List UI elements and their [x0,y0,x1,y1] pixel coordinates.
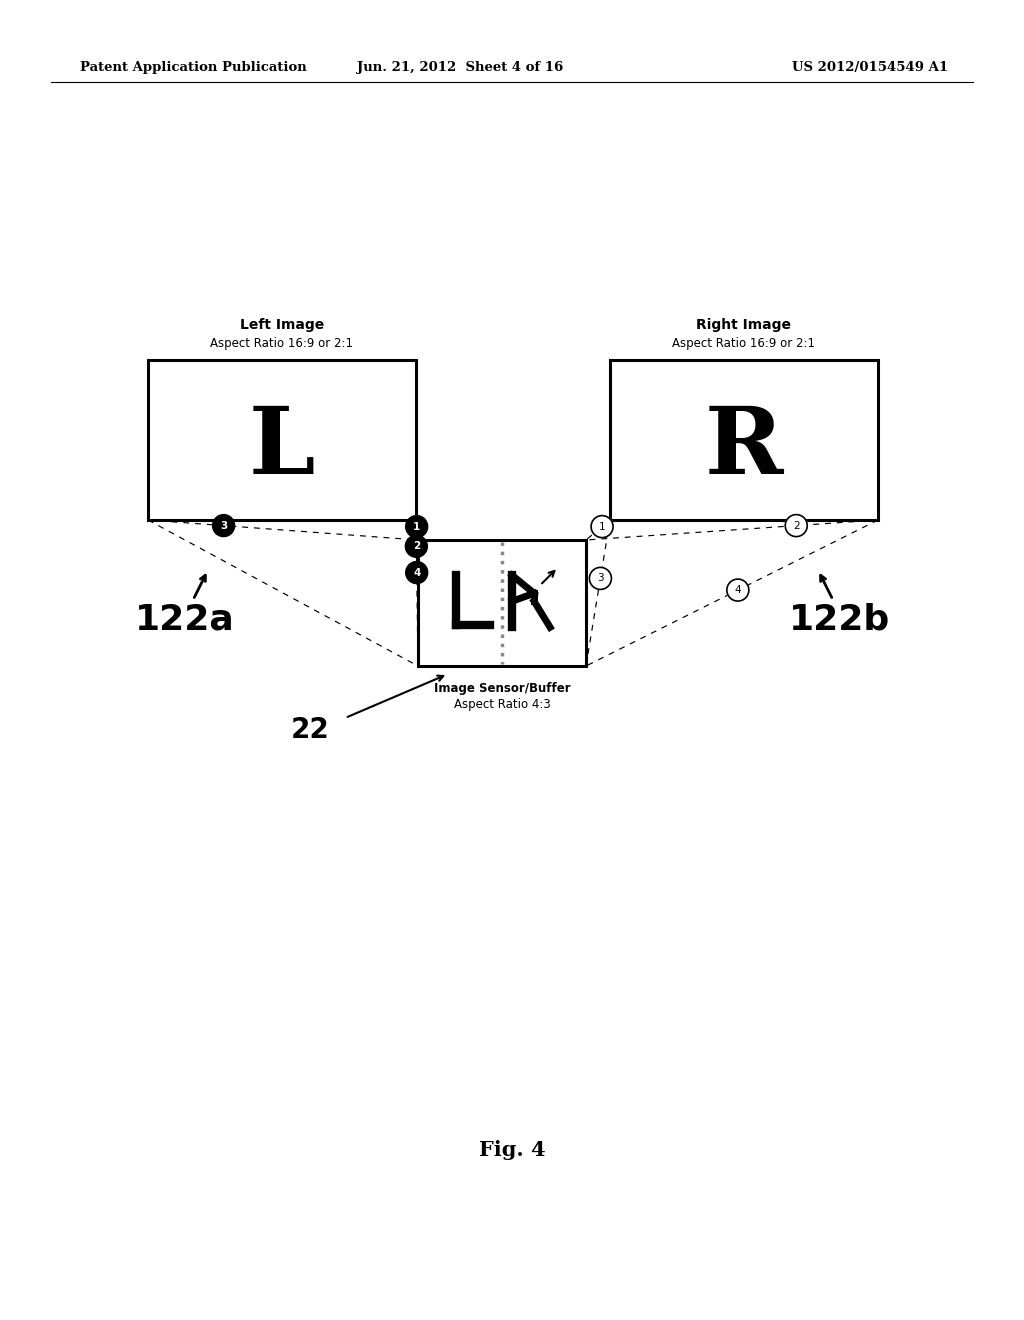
Text: 122a: 122a [135,603,234,638]
Bar [148,360,416,520]
Text: Aspect Ratio 16:9 or 2:1: Aspect Ratio 16:9 or 2:1 [673,337,815,350]
Text: 2: 2 [413,541,420,552]
Text: 4: 4 [413,568,421,578]
Circle shape [406,561,428,583]
Circle shape [727,579,749,601]
Text: US 2012/0154549 A1: US 2012/0154549 A1 [792,62,948,74]
Text: L: L [249,403,315,492]
Text: Jun. 21, 2012  Sheet 4 of 16: Jun. 21, 2012 Sheet 4 of 16 [357,62,563,74]
Text: 4: 4 [734,585,741,595]
Bar [610,360,878,520]
Text: Right Image: Right Image [696,318,792,333]
Text: Aspect Ratio 16:9 or 2:1: Aspect Ratio 16:9 or 2:1 [211,337,353,350]
Text: 122b: 122b [790,603,891,638]
Bar [418,540,586,667]
Text: 1: 1 [599,521,605,532]
Text: 22: 22 [291,715,330,744]
Text: 1: 1 [413,521,420,532]
Text: Aspect Ratio 4:3: Aspect Ratio 4:3 [454,698,550,711]
Circle shape [406,536,427,557]
Circle shape [591,516,613,537]
Text: Image Sensor/Buffer: Image Sensor/Buffer [434,682,570,696]
Text: Left Image: Left Image [240,318,325,333]
Text: 3: 3 [220,520,227,531]
Circle shape [406,516,428,537]
Circle shape [785,515,807,537]
Text: R: R [705,403,783,492]
Circle shape [213,515,234,537]
Text: 3: 3 [597,573,604,583]
Text: 2: 2 [793,520,800,531]
Text: Patent Application Publication: Patent Application Publication [80,62,307,74]
Circle shape [590,568,611,590]
Text: Fig. 4: Fig. 4 [478,1140,546,1160]
